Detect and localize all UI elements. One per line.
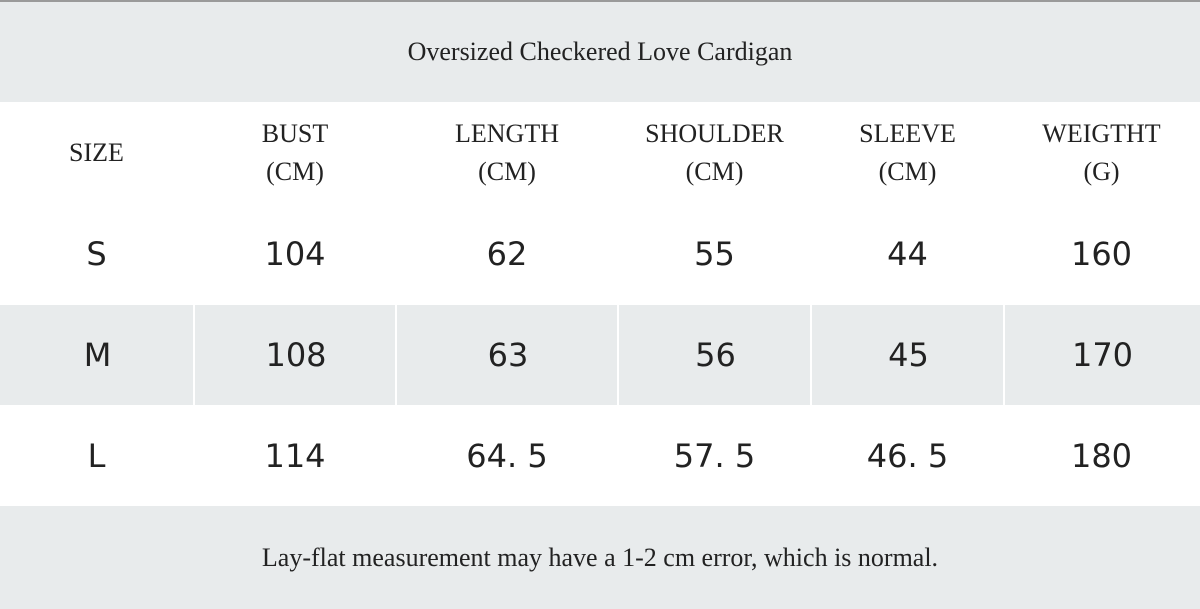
data-cell: 57. 5 bbox=[619, 406, 810, 506]
header-name: SIZE bbox=[69, 138, 124, 167]
data-cell: 64. 5 bbox=[397, 406, 617, 506]
column-divider bbox=[193, 305, 195, 405]
header-cell: WEIGTHT (G) bbox=[1005, 103, 1198, 203]
header-cell: BUST (CM) bbox=[195, 103, 395, 203]
data-cell: 55 bbox=[619, 204, 810, 304]
header-cell: SHOULDER (CM) bbox=[619, 103, 810, 203]
data-cell: 180 bbox=[1005, 406, 1198, 506]
table-title: Oversized Checkered Love Cardigan bbox=[0, 2, 1200, 102]
data-cell: L bbox=[0, 406, 193, 506]
header-name: BUST bbox=[261, 119, 329, 148]
data-cell: 160 bbox=[1005, 204, 1198, 304]
header-name: WEIGTHT bbox=[1042, 119, 1161, 148]
header-cell: SLEEVE (CM) bbox=[812, 103, 1003, 203]
header-name: SLEEVE bbox=[859, 119, 956, 148]
data-cell: S bbox=[0, 204, 193, 304]
column-divider bbox=[1003, 305, 1005, 405]
data-cell: 44 bbox=[812, 204, 1003, 304]
header-unit: (CM) bbox=[878, 157, 937, 186]
header-name: LENGTH bbox=[455, 119, 559, 148]
data-cell: 62 bbox=[397, 204, 617, 304]
data-cell: 170 bbox=[1005, 305, 1200, 405]
data-cell: 114 bbox=[195, 406, 395, 506]
data-cell: 46. 5 bbox=[812, 406, 1003, 506]
data-cell: 108 bbox=[195, 305, 397, 405]
header-unit: (CM) bbox=[266, 157, 324, 186]
data-cell: 104 bbox=[195, 204, 395, 304]
header-cell: LENGTH (CM) bbox=[397, 103, 617, 203]
data-cell: 63 bbox=[397, 305, 619, 405]
header-name: SHOULDER bbox=[645, 119, 784, 148]
data-cell: 56 bbox=[619, 305, 812, 405]
column-divider bbox=[395, 305, 397, 405]
table-note: Lay-flat measurement may have a 1-2 cm e… bbox=[0, 506, 1200, 609]
header-unit: (G) bbox=[1083, 157, 1120, 186]
header-unit: (CM) bbox=[478, 157, 536, 186]
column-divider bbox=[810, 305, 812, 405]
data-cell: M bbox=[0, 305, 195, 405]
data-cell: 45 bbox=[812, 305, 1005, 405]
header-unit: (CM) bbox=[685, 157, 744, 186]
column-divider bbox=[617, 305, 619, 405]
header-cell: SIZE bbox=[0, 103, 193, 203]
